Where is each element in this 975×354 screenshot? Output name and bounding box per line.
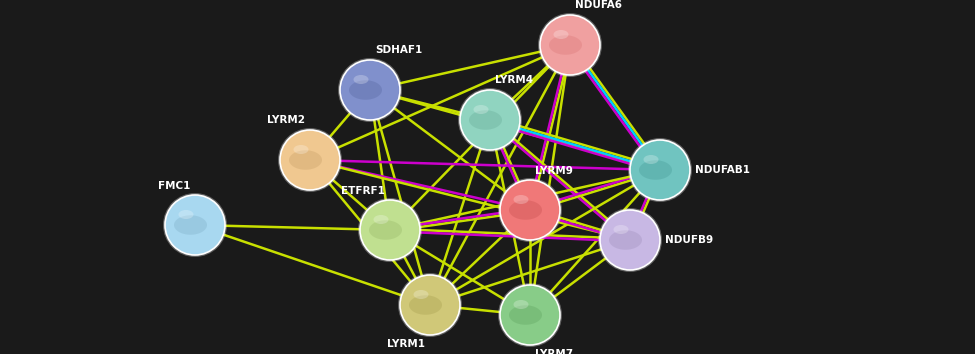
Ellipse shape xyxy=(174,215,207,235)
Circle shape xyxy=(538,13,602,77)
Circle shape xyxy=(280,130,340,190)
Ellipse shape xyxy=(289,150,322,170)
Ellipse shape xyxy=(509,305,542,325)
Text: NDUFA6: NDUFA6 xyxy=(575,0,622,10)
Ellipse shape xyxy=(613,225,629,234)
Text: LYRM4: LYRM4 xyxy=(495,75,533,85)
Circle shape xyxy=(398,273,462,337)
Text: NDUFAB1: NDUFAB1 xyxy=(695,165,750,175)
Circle shape xyxy=(278,128,342,192)
Ellipse shape xyxy=(609,230,642,250)
Ellipse shape xyxy=(644,155,658,164)
Circle shape xyxy=(628,138,692,202)
Ellipse shape xyxy=(469,110,502,130)
Circle shape xyxy=(598,208,662,272)
Circle shape xyxy=(600,210,660,270)
Circle shape xyxy=(498,178,562,242)
Circle shape xyxy=(458,88,522,152)
Ellipse shape xyxy=(639,160,672,180)
Text: NDUFB9: NDUFB9 xyxy=(665,235,713,245)
Text: SDHAF1: SDHAF1 xyxy=(375,45,422,55)
Circle shape xyxy=(163,193,227,257)
Ellipse shape xyxy=(514,195,528,204)
Ellipse shape xyxy=(509,200,542,220)
Ellipse shape xyxy=(549,35,582,55)
Ellipse shape xyxy=(349,80,382,100)
Ellipse shape xyxy=(373,215,388,224)
Text: ETFRF1: ETFRF1 xyxy=(341,186,385,196)
Circle shape xyxy=(338,58,402,122)
Circle shape xyxy=(400,275,460,335)
Text: LYRM1: LYRM1 xyxy=(387,339,425,349)
Text: FMC1: FMC1 xyxy=(158,181,190,191)
Ellipse shape xyxy=(178,210,193,219)
Text: LYRM9: LYRM9 xyxy=(535,166,573,176)
Ellipse shape xyxy=(514,300,528,309)
Ellipse shape xyxy=(369,220,402,240)
Text: LYRM7: LYRM7 xyxy=(535,349,573,354)
Circle shape xyxy=(340,60,400,120)
Circle shape xyxy=(360,200,420,260)
Circle shape xyxy=(540,15,600,75)
Circle shape xyxy=(500,180,560,240)
Ellipse shape xyxy=(554,30,568,39)
Ellipse shape xyxy=(474,105,488,114)
Circle shape xyxy=(500,285,560,345)
Text: LYRM2: LYRM2 xyxy=(267,115,305,125)
Circle shape xyxy=(498,283,562,347)
Circle shape xyxy=(165,195,225,255)
Circle shape xyxy=(460,90,520,150)
Circle shape xyxy=(358,198,422,262)
Ellipse shape xyxy=(409,295,442,315)
Ellipse shape xyxy=(413,290,428,299)
Circle shape xyxy=(630,140,690,200)
Ellipse shape xyxy=(354,75,369,84)
Ellipse shape xyxy=(293,145,308,154)
